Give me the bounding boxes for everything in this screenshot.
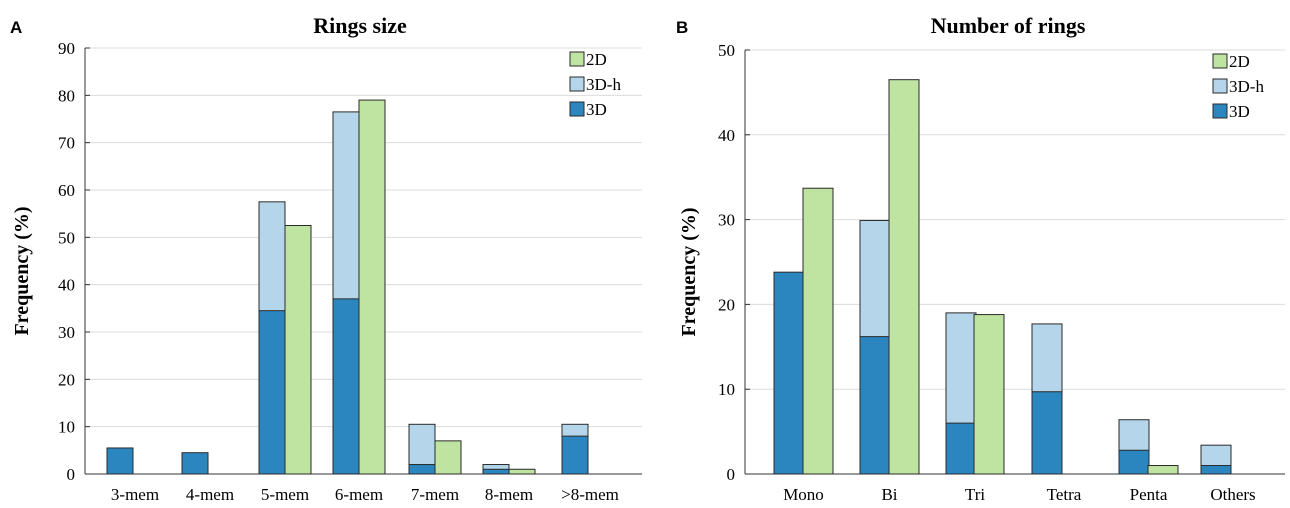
legend-label: 2D [586,50,607,69]
bar-2d [358,99,386,475]
legend-swatch [1212,78,1228,94]
panel-letter: B [676,18,688,37]
bar-3d [258,310,286,475]
y-tick-label: 50 [58,228,75,247]
legend-swatch [1212,103,1228,119]
bar-3d [106,447,134,475]
legend-swatch [569,101,585,117]
panel-a: A Rings size 0 10 20 30 40 50 60 70 80 90 Frequency … [10,13,642,504]
legend-label: 3D-h [1229,77,1264,96]
y-tick-label: 30 [58,323,75,342]
x-tick-label: Others [1210,485,1255,504]
y-axis-label: Frequency (%) [678,207,700,336]
bar-2d [888,79,920,475]
x-tick-label: Penta [1130,485,1168,504]
chart-title: Rings size [313,13,407,38]
legend-label: 2D [1229,52,1250,71]
bar-2d [973,314,1005,475]
x-tick-label: 7-mem [411,485,459,504]
bar-3d [945,422,977,475]
panel-letter: A [10,18,22,37]
y-tick-label: 40 [58,276,75,295]
bar-2d [284,225,312,475]
bar-3d [561,435,589,475]
legend-swatch [1212,53,1228,69]
y-tick-label: 50 [718,41,735,60]
bar-3d [1118,449,1150,475]
x-tick-label: >8-mem [561,485,619,504]
y-tick-label: 30 [718,211,735,230]
bar-3d [773,271,805,475]
y-tick-label: 20 [718,295,735,314]
y-tick-label: 90 [58,39,75,58]
x-tick-label: Tetra [1047,485,1082,504]
bar-3d [408,464,436,475]
y-tick-label: 80 [58,86,75,105]
y-tick-label: 10 [58,418,75,437]
bar-2d [802,187,834,475]
legend-label: 3D [1229,102,1250,121]
y-tick-label: 0 [727,465,736,484]
bar-2d [434,440,462,475]
panel-b: B Number of rings 0 10 20 30 40 50 Frequency (%)… [676,13,1285,504]
y-axis-label: Frequency (%) [11,206,33,335]
x-tick-label: Bi [881,485,897,504]
x-tick-label: 3-mem [111,485,159,504]
legend-swatch [569,51,585,67]
y-tick-label: 0 [67,465,76,484]
bar-3d [859,336,891,475]
chart-title: Number of rings [931,13,1086,38]
x-tick-label: 4-mem [186,485,234,504]
legend-label: 3D [586,100,607,119]
y-tick-label: 10 [718,380,735,399]
bar-3d [1200,465,1232,475]
y-tick-label: 60 [58,181,75,200]
legend-swatch [569,76,585,92]
legend-label: 3D-h [586,75,621,94]
bar-3d [181,452,209,475]
bar-3d [482,468,510,475]
x-tick-label: 5-mem [261,485,309,504]
bar-3d [1031,391,1063,475]
bar-2d [508,468,536,475]
y-tick-label: 70 [58,134,75,153]
y-tick-label: 20 [58,370,75,389]
x-tick-label: Tri [965,485,985,504]
x-tick-label: 8-mem [485,485,533,504]
x-tick-label: 6-mem [335,485,383,504]
y-tick-label: 40 [718,126,735,145]
x-tick-label: Mono [783,485,824,504]
bar-3d [332,298,360,475]
bar-2d [1147,465,1179,475]
